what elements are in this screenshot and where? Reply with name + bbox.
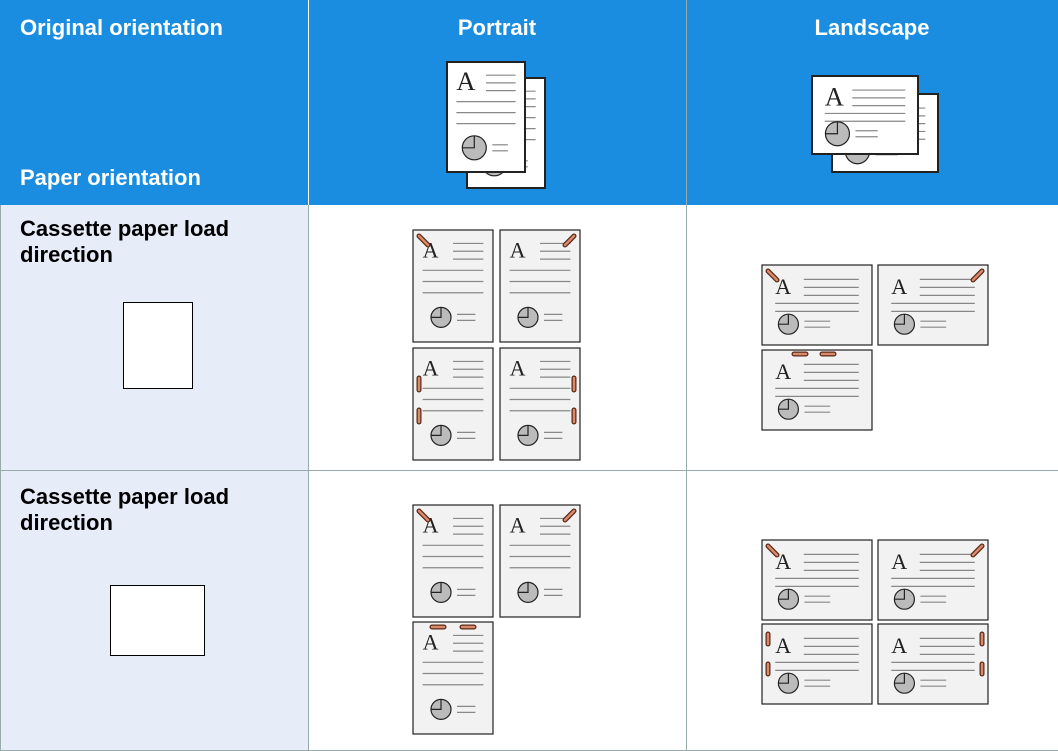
icon-letter: A (423, 629, 439, 654)
icon-letter: A (510, 512, 526, 537)
icon-letter: A (456, 66, 475, 96)
page (499, 347, 581, 461)
page (446, 61, 526, 173)
icon-letter: A (510, 355, 526, 380)
staple (971, 544, 984, 557)
page (761, 349, 873, 431)
pie-slice (825, 121, 839, 135)
page (761, 264, 873, 346)
pie-slice (431, 699, 442, 710)
column-header: Landscape (814, 15, 930, 40)
staple (563, 509, 576, 522)
pie-slice (778, 399, 789, 410)
row-label: Cassette paper load direction (20, 216, 230, 267)
landscape-paper (110, 585, 205, 656)
pie-slice (431, 425, 442, 436)
staple (766, 544, 779, 557)
page (412, 347, 494, 461)
pie-slice (894, 314, 905, 325)
pie-slice (894, 589, 905, 600)
portrait-paper (123, 302, 193, 389)
column-header: Portrait (457, 15, 537, 40)
pie-slice (778, 589, 789, 600)
page (877, 623, 989, 705)
pie-slice (894, 673, 905, 684)
icon-letter: A (891, 633, 907, 658)
label-column-bg (0, 205, 308, 751)
page (412, 621, 494, 735)
icon-letter: A (775, 633, 791, 658)
pie-slice (778, 314, 789, 325)
pie-slice (518, 582, 529, 593)
pie-slice (518, 425, 529, 436)
page (761, 623, 873, 705)
page (877, 539, 989, 621)
page (499, 504, 581, 618)
pie-slice (462, 135, 475, 149)
corner-bottom: Paper orientation (20, 165, 201, 190)
page (499, 229, 581, 343)
pie-slice (431, 582, 442, 593)
staple (563, 234, 576, 247)
icon-letter: A (891, 274, 907, 299)
icon-letter: A (891, 549, 907, 574)
corner-top: Original orientation (20, 15, 223, 40)
icon-letter: A (775, 359, 791, 384)
pie-slice (431, 307, 442, 318)
icon-letter: A (510, 237, 526, 262)
pie-slice (778, 673, 789, 684)
icon-letter: A (825, 81, 844, 111)
page (761, 539, 873, 621)
row-label: Cassette paper load direction (20, 484, 230, 535)
staple (417, 509, 430, 522)
icon-letter: A (423, 355, 439, 380)
page (412, 229, 494, 343)
staple (971, 269, 984, 282)
staple (417, 234, 430, 247)
page (412, 504, 494, 618)
staple (766, 269, 779, 282)
page (877, 264, 989, 346)
pie-slice (518, 307, 529, 318)
